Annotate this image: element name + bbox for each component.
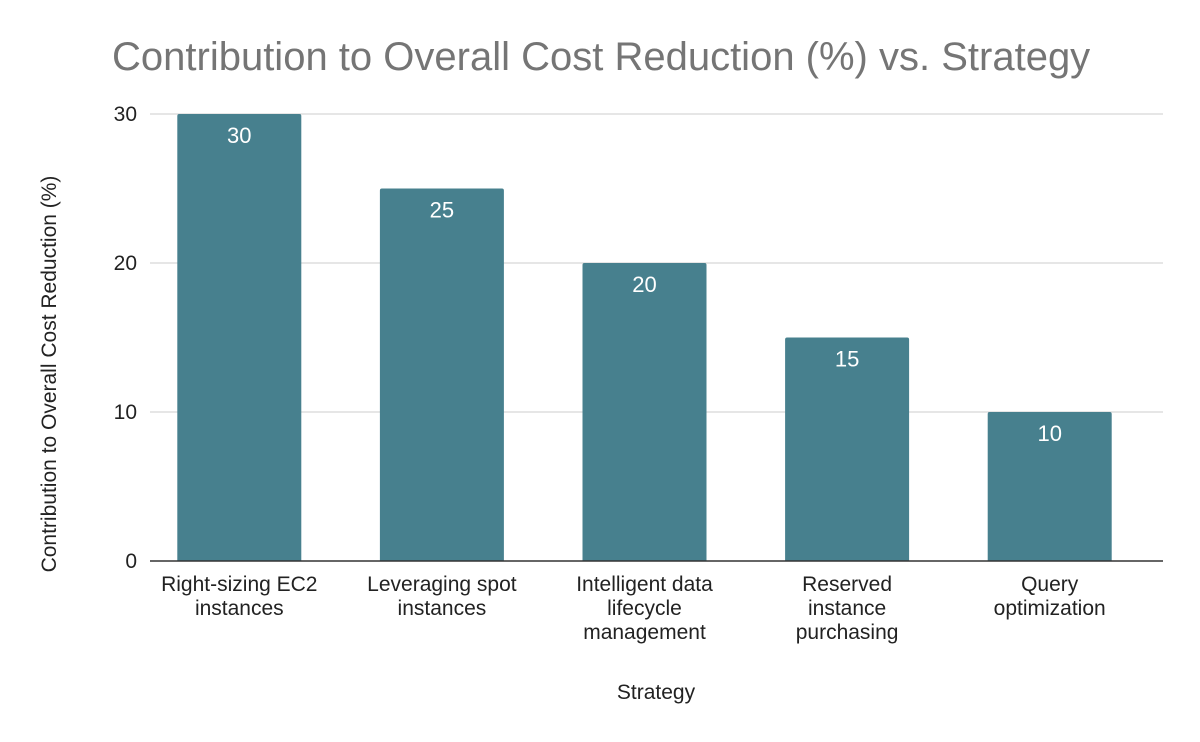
y-axis-title: Contribution to Overall Cost Reduction (… [38,176,61,573]
bar [582,263,707,561]
x-axis-title: Strategy [617,681,696,704]
y-tick-label: 10 [114,401,137,424]
x-tick-label: Query optimization [994,573,1106,620]
x-tick-label: Leveraging spot instances [367,573,517,620]
y-tick-label: 30 [114,103,137,126]
chart-title: Contribution to Overall Cost Reduction (… [112,35,1090,79]
y-tick-labels: 0 10 20 30 [114,103,137,573]
bar-data-label: 15 [835,347,859,372]
x-tick-label: Right-sizing EC2 instances [161,573,317,620]
y-tick-label: 20 [114,252,137,275]
x-tick-label: Reserved instance purchasing [796,573,899,644]
bars [177,114,1112,561]
bar [177,114,302,561]
bar-data-label: 20 [632,272,656,297]
bar [987,412,1112,561]
y-tick-label: 0 [125,550,137,573]
bar [379,188,504,561]
x-tick-label: Intelligent data lifecycle management [576,573,713,644]
bar-data-label: 25 [430,198,454,223]
x-tick-labels: Right-sizing EC2 instances Leveraging spot… [161,573,1106,644]
data-labels: 30 25 20 15 10 [227,123,1062,446]
bar-data-label: 30 [227,123,251,148]
bar [785,337,910,561]
bar-data-label: 10 [1037,421,1061,446]
